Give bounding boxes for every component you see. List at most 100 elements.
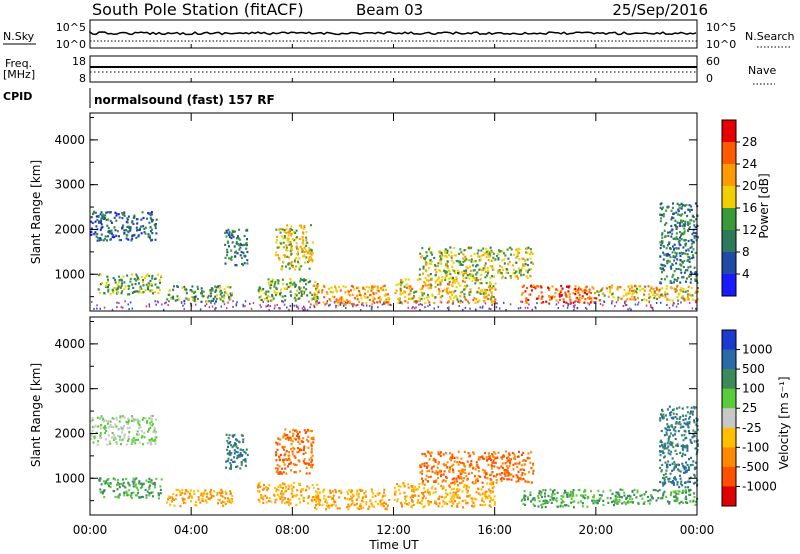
data-cell xyxy=(441,505,444,508)
data-cell xyxy=(541,295,544,298)
data-cell xyxy=(134,494,137,497)
data-cell xyxy=(677,299,680,302)
data-cell xyxy=(501,457,504,460)
data-cell xyxy=(516,275,518,278)
data-cell xyxy=(296,430,298,433)
data-cell xyxy=(140,430,143,433)
data-cell xyxy=(275,498,278,501)
data-cell xyxy=(368,298,371,302)
noise-cell xyxy=(407,306,409,309)
data-cell xyxy=(278,455,281,458)
data-cell xyxy=(494,461,497,464)
data-cell xyxy=(483,457,486,460)
data-cell xyxy=(120,279,123,282)
data-cell xyxy=(633,488,636,491)
noise-cell xyxy=(268,308,270,311)
data-cell xyxy=(235,438,237,441)
data-cell xyxy=(423,487,426,490)
data-cell xyxy=(479,503,482,507)
noise-cell xyxy=(562,304,565,307)
data-cell xyxy=(680,287,683,290)
data-cell xyxy=(448,468,451,471)
data-cell xyxy=(305,466,308,469)
data-cell xyxy=(478,299,481,302)
data-cell xyxy=(681,447,684,450)
data-cell xyxy=(432,465,435,468)
data-cell xyxy=(201,294,204,297)
data-cell xyxy=(665,209,668,212)
data-cell xyxy=(622,294,625,298)
data-cell xyxy=(108,232,111,235)
data-cell xyxy=(365,302,368,305)
data-cell xyxy=(330,504,333,507)
data-cell xyxy=(105,211,108,214)
data-cell xyxy=(474,260,477,263)
data-cell xyxy=(695,461,697,464)
data-cell xyxy=(110,232,113,235)
data-cell xyxy=(141,291,144,294)
data-cell xyxy=(586,505,589,508)
data-cell xyxy=(575,297,578,300)
data-cell xyxy=(197,496,200,499)
data-cell xyxy=(287,438,290,441)
data-cell xyxy=(458,477,461,480)
data-cell xyxy=(297,432,299,436)
data-cell xyxy=(307,462,310,465)
data-cell xyxy=(524,262,527,266)
data-cell xyxy=(467,495,470,498)
data-cell xyxy=(309,463,312,467)
data-cell xyxy=(518,461,521,464)
colorbar-segment xyxy=(722,369,736,390)
data-cell xyxy=(128,285,131,288)
data-cell xyxy=(508,465,511,468)
data-cell xyxy=(232,444,235,447)
data-cell xyxy=(664,447,667,450)
data-cell xyxy=(442,453,445,456)
data-cell xyxy=(484,503,487,506)
data-cell xyxy=(310,442,313,445)
data-cell xyxy=(117,291,120,294)
noise-cell xyxy=(213,302,216,305)
data-cell xyxy=(153,429,156,432)
data-cell xyxy=(221,500,224,503)
data-cell xyxy=(146,286,149,289)
data-cell xyxy=(590,291,592,295)
data-cell xyxy=(683,271,686,274)
data-cell xyxy=(308,458,311,461)
data-cell xyxy=(273,291,276,294)
data-cell xyxy=(414,290,417,293)
data-cell xyxy=(685,436,688,439)
data-cell xyxy=(669,432,672,435)
data-cell xyxy=(672,483,675,486)
data-cell xyxy=(482,469,485,472)
data-cell xyxy=(506,460,509,463)
data-cell xyxy=(665,469,668,472)
data-cell xyxy=(650,291,653,294)
data-cell xyxy=(452,276,455,280)
data-cell xyxy=(283,287,286,290)
data-cell xyxy=(106,239,108,242)
data-cell xyxy=(481,499,484,502)
data-cell xyxy=(133,277,136,281)
data-cell xyxy=(153,426,156,429)
data-cell xyxy=(676,417,679,420)
data-cell xyxy=(428,493,431,496)
data-cell xyxy=(118,483,121,486)
data-cell xyxy=(298,442,301,445)
data-cell xyxy=(293,437,296,440)
data-cell xyxy=(458,261,461,264)
data-cell xyxy=(522,257,525,260)
data-cell xyxy=(125,491,128,494)
data-cell xyxy=(289,284,292,287)
noise-cell xyxy=(548,302,551,305)
data-cell xyxy=(475,265,478,268)
data-cell xyxy=(410,506,413,509)
data-cell xyxy=(293,494,295,497)
data-cell xyxy=(148,494,151,497)
data-cell xyxy=(466,491,469,494)
data-cell xyxy=(668,429,671,432)
data-cell xyxy=(491,294,493,297)
data-cell xyxy=(369,499,372,502)
data-cell xyxy=(281,486,284,490)
data-cell xyxy=(472,451,474,454)
